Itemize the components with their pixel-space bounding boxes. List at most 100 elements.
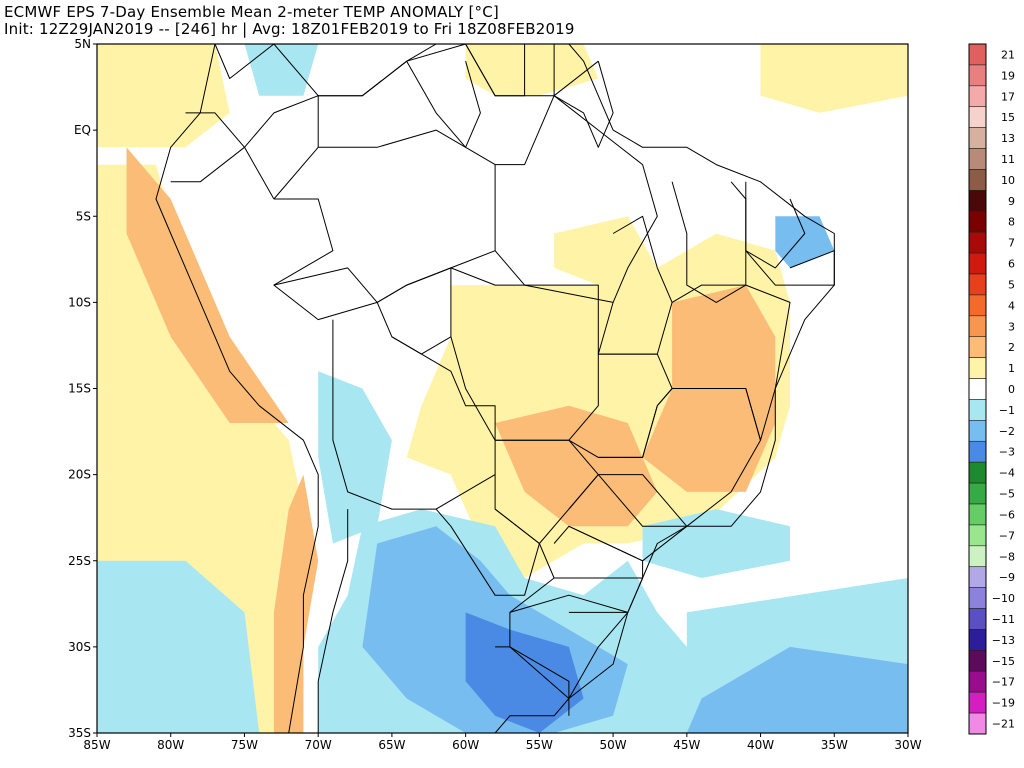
colorbar-label: −3 bbox=[999, 446, 1015, 459]
colorbar-label: −6 bbox=[999, 508, 1015, 521]
colorbar-label: 15 bbox=[1001, 111, 1015, 124]
border-ms-state bbox=[494, 439, 599, 544]
colorbar-swatch bbox=[968, 294, 987, 317]
colorbar-swatch bbox=[968, 210, 987, 233]
colorbar-swatch bbox=[968, 43, 987, 66]
x-tick-label: 30W bbox=[894, 738, 921, 752]
colorbar-label: 11 bbox=[1001, 153, 1015, 166]
border-roraima-state bbox=[406, 60, 481, 148]
colorbar-label: 1 bbox=[1008, 362, 1015, 375]
chart-title: ECMWF EPS 7-Day Ensemble Mean 2-meter TE… bbox=[4, 3, 499, 21]
y-tick-label: 5S bbox=[76, 209, 91, 223]
colorbar-swatch bbox=[968, 85, 987, 108]
colorbar-label: 17 bbox=[1001, 90, 1015, 103]
colorbar-label: 3 bbox=[1008, 320, 1015, 333]
colorbar-swatch bbox=[968, 169, 987, 191]
anomaly-region-andes-slope-warm bbox=[126, 147, 289, 424]
colorbar-swatch bbox=[968, 336, 987, 358]
border-north-coast bbox=[214, 44, 275, 79]
x-tick-label: 50W bbox=[600, 738, 627, 752]
anomaly-region-caribbean-cool bbox=[244, 44, 319, 96]
colorbar-swatch bbox=[968, 650, 987, 672]
colorbar-label: −7 bbox=[999, 529, 1015, 542]
border-para-state bbox=[494, 95, 658, 303]
colorbar-label: 6 bbox=[1008, 258, 1015, 271]
x-tick-label: 40W bbox=[747, 738, 774, 752]
border-argentina-chile-border bbox=[317, 509, 349, 733]
x-tick-label: 35W bbox=[821, 738, 848, 752]
colorbar-label: −19 bbox=[992, 697, 1015, 710]
colorbar-label: 0 bbox=[1008, 383, 1015, 396]
colorbar-swatch bbox=[968, 629, 987, 651]
x-tick-label: 75W bbox=[231, 738, 258, 752]
colorbar-swatch bbox=[968, 461, 987, 484]
colorbar-label: −5 bbox=[999, 488, 1015, 501]
political-borders bbox=[155, 44, 835, 733]
colorbar-label: −4 bbox=[999, 467, 1015, 480]
border-pernambuco-state bbox=[745, 250, 835, 286]
y-axis-ticks: 5N EQ 5S 10S 15S 20S 25S 30S 35S bbox=[68, 37, 97, 740]
colorbar-label: −17 bbox=[992, 676, 1015, 689]
colorbar-label: 13 bbox=[1001, 132, 1015, 145]
border-south-america-east-coast bbox=[494, 44, 835, 733]
border-venezuela-border bbox=[273, 44, 437, 97]
border-ceara-state bbox=[745, 181, 806, 269]
y-tick-label: EQ bbox=[74, 123, 91, 137]
colorbar-swatch bbox=[968, 106, 987, 128]
anomaly-shading bbox=[97, 44, 908, 733]
anomaly-region-bolivia-andes-cool bbox=[318, 371, 392, 544]
y-tick-label: 10S bbox=[68, 295, 91, 309]
colorbar-swatch bbox=[968, 566, 987, 588]
colorbar: 211917151311109876543210−1−2−3−4−5−6−7−8… bbox=[968, 43, 1015, 735]
border-mato-grosso-state bbox=[450, 267, 599, 441]
colorbar-label: −15 bbox=[992, 655, 1015, 668]
colorbar-label: 10 bbox=[1001, 174, 1015, 187]
x-tick-label: 55W bbox=[526, 738, 553, 752]
border-paraguay-border bbox=[435, 508, 540, 596]
colorbar-swatch bbox=[968, 420, 987, 442]
border-guyana-border bbox=[465, 44, 555, 97]
anomaly-region-uruguay-cold-core bbox=[465, 612, 584, 733]
x-tick-label: 45W bbox=[673, 738, 700, 752]
colorbar-label: −2 bbox=[999, 425, 1015, 438]
border-peru-ecuador-border bbox=[170, 146, 275, 200]
colorbar-frame bbox=[968, 43, 987, 735]
colorbar-swatch bbox=[968, 127, 987, 149]
colorbar-label: −1 bbox=[999, 404, 1015, 417]
anomaly-region-atlantic-north-warm bbox=[760, 44, 908, 113]
y-tick-label: 15S bbox=[68, 382, 91, 396]
colorbar-swatch bbox=[968, 231, 987, 254]
colorbar-swatch bbox=[968, 503, 987, 526]
colorbar-label: 7 bbox=[1008, 237, 1015, 250]
border-colombia-border bbox=[185, 95, 319, 148]
colorbar-swatch bbox=[968, 399, 987, 421]
colorbar-swatch bbox=[968, 608, 987, 630]
anomaly-region-guiana-warm bbox=[465, 44, 599, 96]
border-minas-state bbox=[597, 388, 761, 527]
x-tick-label: 80W bbox=[157, 738, 184, 752]
y-tick-label: 20S bbox=[68, 468, 91, 482]
border-uruguay-border bbox=[495, 646, 570, 716]
y-tick-label: 35S bbox=[68, 726, 91, 740]
x-tick-label: 70W bbox=[305, 738, 332, 752]
anomaly-region-west-colombia-warm bbox=[97, 44, 230, 148]
colorbar-label: 19 bbox=[1001, 69, 1015, 82]
colorbar-swatch bbox=[968, 440, 987, 463]
x-axis-ticks: 85W 80W 75W 70W 65W 60W 55W 50W 45W 40W 35W 30W bbox=[83, 733, 922, 752]
colorbar-label: −8 bbox=[999, 550, 1015, 563]
colorbar-label: 9 bbox=[1008, 195, 1015, 208]
colorbar-swatch bbox=[968, 482, 987, 505]
colorbar-label: −21 bbox=[992, 718, 1015, 731]
border-south-america-coast bbox=[155, 44, 319, 733]
colorbar-swatch bbox=[968, 148, 987, 170]
border-rio-grande-state bbox=[509, 594, 629, 699]
colorbar-label: 4 bbox=[1008, 299, 1015, 312]
colorbar-label: 5 bbox=[1008, 278, 1015, 291]
border-santa-catarina-state bbox=[554, 577, 644, 613]
x-tick-label: 60W bbox=[452, 738, 479, 752]
y-tick-label: 5N bbox=[74, 37, 91, 51]
colorbar-swatch bbox=[968, 524, 987, 547]
anomaly-region-south-atlantic-cold bbox=[686, 646, 908, 733]
x-tick-label: 85W bbox=[83, 738, 110, 752]
